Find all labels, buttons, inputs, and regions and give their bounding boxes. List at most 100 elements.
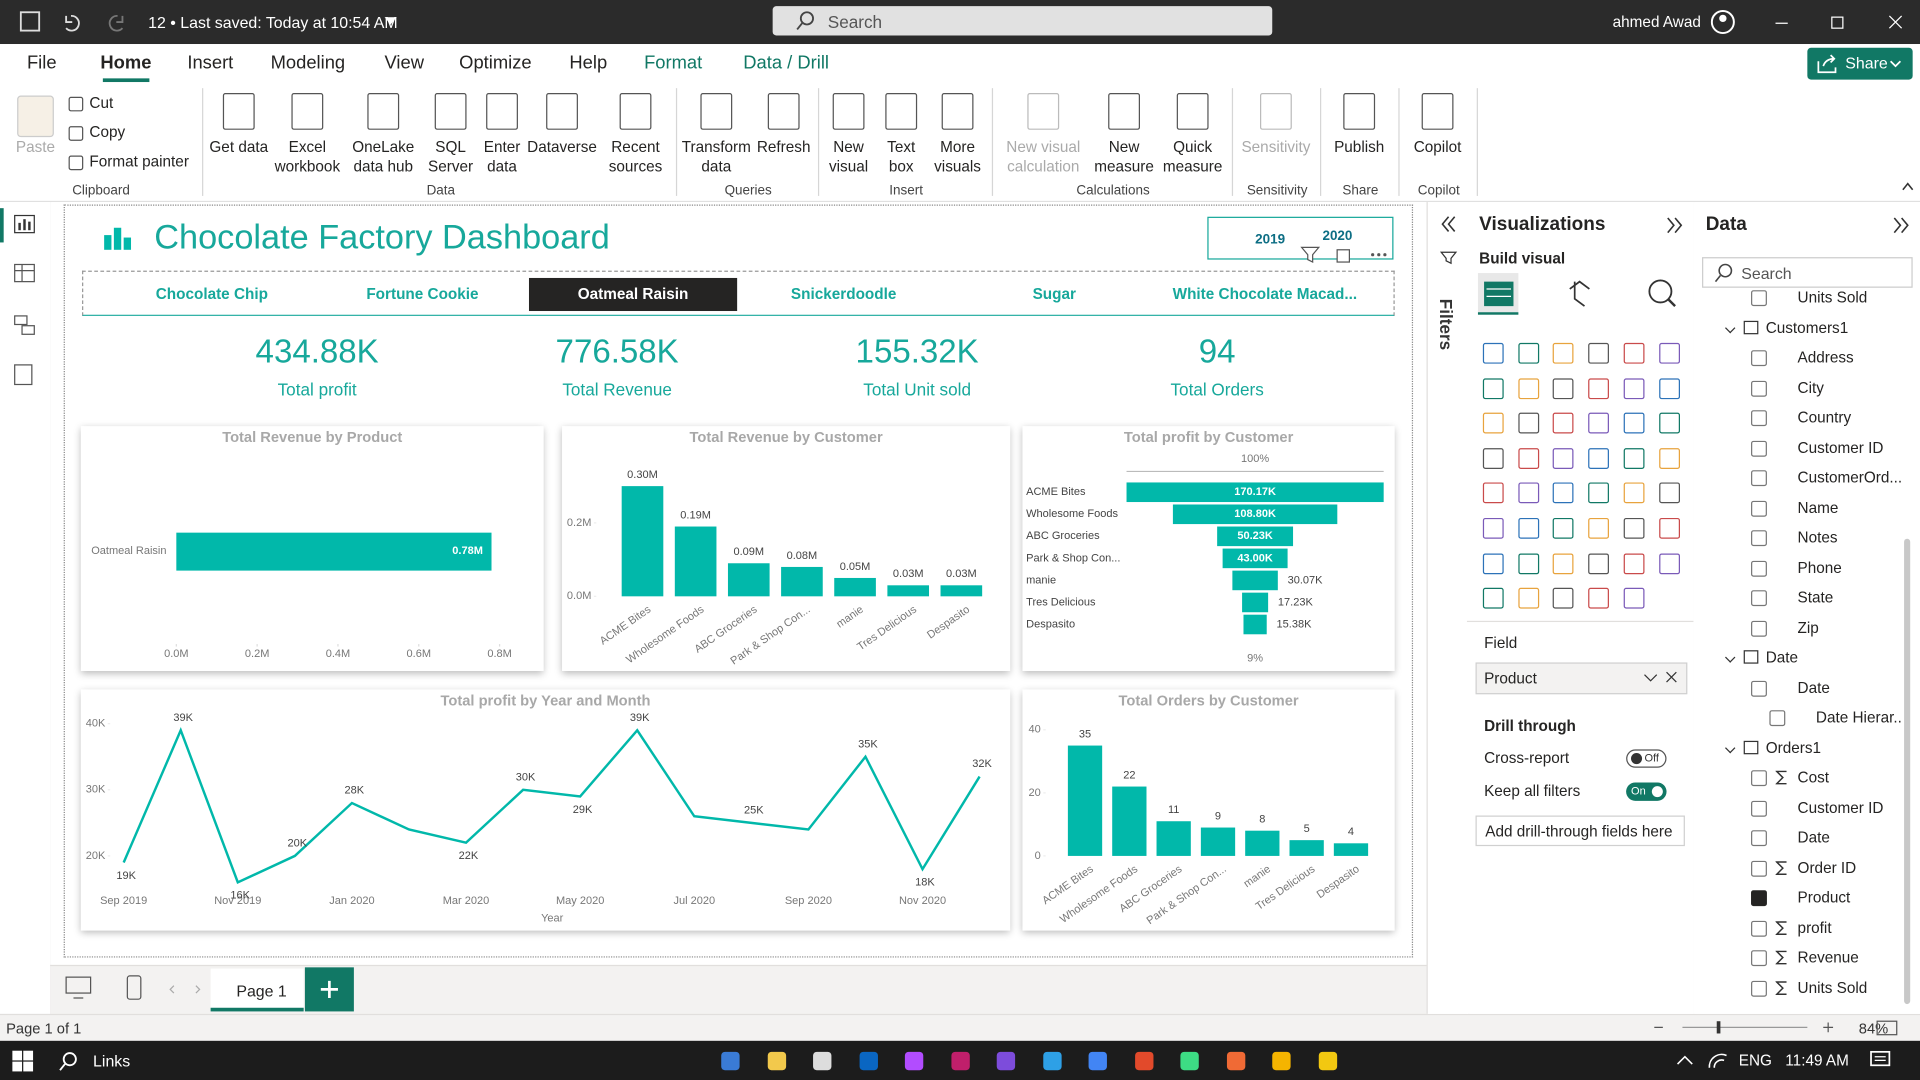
taskbar-app[interactable] <box>813 1051 832 1071</box>
ribbon-button[interactable]: Transform data <box>681 91 752 177</box>
field-checkbox[interactable] <box>1751 890 1767 907</box>
ribbon-button[interactable]: Excel workbook <box>272 91 343 177</box>
field-name[interactable]: Units Sold <box>1797 978 1868 997</box>
taskbar-app[interactable] <box>858 1051 878 1071</box>
field-name[interactable]: CustomerOrd... <box>1797 468 1902 487</box>
field-value[interactable]: Product <box>1484 669 1537 687</box>
product-tab[interactable]: Snickerdoodle <box>790 285 897 303</box>
notifications-icon[interactable] <box>1870 1050 1892 1071</box>
paste-button[interactable]: Paste <box>15 138 56 156</box>
field-checkbox[interactable] <box>1751 680 1767 697</box>
visual-type-icon[interactable] <box>1623 482 1645 504</box>
ribbon-button[interactable]: New measure <box>1092 91 1156 177</box>
field-checkbox[interactable] <box>1751 980 1767 997</box>
field-checkbox[interactable] <box>1751 950 1767 967</box>
ribbon-button[interactable]: Sensitivity <box>1237 91 1315 177</box>
visual-type-icon[interactable] <box>1658 377 1680 399</box>
field-checkbox[interactable] <box>1751 380 1767 397</box>
ribbon-tab[interactable]: View <box>384 52 424 74</box>
search-placeholder[interactable]: Search <box>827 12 883 32</box>
field-name[interactable]: Notes <box>1797 528 1838 547</box>
product-tab[interactable]: Sugar <box>1032 285 1076 303</box>
field-checkbox[interactable] <box>1751 470 1767 487</box>
visual-type-icon[interactable] <box>1553 342 1574 364</box>
product-tab[interactable]: White Chocolate Macad... <box>1172 285 1358 303</box>
visual-type-icon[interactable] <box>1588 517 1610 539</box>
visual-type-icon[interactable] <box>1623 342 1645 364</box>
button-label[interactable]: Quick measure <box>1162 138 1223 176</box>
drill-drop-label[interactable]: Add drill-through fields here <box>1485 822 1673 840</box>
visual-type-icon[interactable] <box>1482 552 1504 574</box>
button-label[interactable]: Excel workbook <box>274 138 341 176</box>
visual-type-icon[interactable] <box>1658 412 1680 434</box>
window-controls[interactable] <box>1710 9 1919 36</box>
taskbar-app[interactable] <box>1272 1051 1291 1071</box>
collapse-icon[interactable] <box>1665 217 1685 234</box>
visual-type-icon[interactable] <box>1658 552 1680 574</box>
page-nav-icons[interactable] <box>65 975 212 1004</box>
visual-type-icon[interactable] <box>1553 517 1574 539</box>
product-tab[interactable]: Oatmeal Raisin <box>528 277 738 312</box>
drill-drop-zone[interactable] <box>1475 815 1685 847</box>
field-checkbox[interactable] <box>1751 290 1767 307</box>
ribbon-button[interactable]: SQL Server <box>424 91 478 177</box>
field-name[interactable]: State <box>1797 588 1834 607</box>
visual-type-icon[interactable] <box>1623 587 1645 609</box>
field-checkbox[interactable] <box>1751 440 1767 457</box>
ribbon-button[interactable]: New visual <box>823 91 874 177</box>
visual-type-icon[interactable] <box>1517 447 1539 469</box>
build-tabs[interactable] <box>1482 277 1684 314</box>
visual-type-icon[interactable] <box>1588 587 1610 609</box>
field-name[interactable]: Revenue <box>1797 948 1859 967</box>
fit-page-icon[interactable] <box>1876 1020 1898 1036</box>
field-checkbox[interactable] <box>1751 530 1767 547</box>
visual-type-icon[interactable] <box>1553 377 1574 399</box>
button-label[interactable]: OneLake data hub <box>352 138 415 176</box>
taskbar-app[interactable] <box>1088 1051 1107 1071</box>
button-label[interactable]: New visual calculation <box>1006 138 1081 176</box>
field-checkbox[interactable] <box>1751 860 1767 877</box>
visual-type-icon[interactable] <box>1517 412 1539 434</box>
button-label[interactable]: Publish <box>1334 138 1385 156</box>
ribbon-button[interactable]: Dataverse <box>527 91 598 177</box>
field-checkbox[interactable] <box>1751 410 1767 427</box>
ribbon-tab[interactable]: Optimize <box>459 52 532 74</box>
button-label[interactable]: New visual <box>828 138 869 176</box>
field-name[interactable]: Country <box>1797 408 1852 427</box>
visual-type-icon[interactable] <box>1517 552 1539 574</box>
taskbar-app[interactable] <box>721 1051 740 1071</box>
collapse-icon[interactable] <box>1892 217 1912 234</box>
field-name[interactable]: Zip <box>1797 618 1819 637</box>
visual-type-icon[interactable] <box>1658 447 1680 469</box>
slicer-item[interactable]: 2020 <box>1322 228 1353 244</box>
field-well[interactable] <box>1475 662 1688 695</box>
field-name[interactable]: Date <box>1797 828 1830 847</box>
button-label[interactable]: Text box <box>887 138 916 176</box>
data-search-box[interactable] <box>1702 257 1913 288</box>
visual-type-icon[interactable] <box>1588 342 1610 364</box>
button-label[interactable]: Recent sources <box>608 138 663 176</box>
quick-access-icons[interactable] <box>19 11 142 33</box>
field-checkbox[interactable] <box>1751 830 1767 847</box>
ribbon-button[interactable]: Quick measure <box>1158 91 1227 177</box>
ribbon-tab[interactable]: Modeling <box>270 52 346 74</box>
field-checkbox[interactable] <box>1751 350 1767 367</box>
field-checkbox[interactable] <box>1751 560 1767 577</box>
field-checkbox[interactable] <box>1769 710 1786 727</box>
visual-type-icon[interactable] <box>1588 377 1610 399</box>
button-label[interactable]: Sensitivity <box>1241 138 1311 156</box>
button-label[interactable]: Refresh <box>756 138 811 156</box>
field-name[interactable]: Date Hierar... <box>1815 708 1902 727</box>
button-label[interactable]: New measure <box>1094 138 1154 176</box>
visual-type-icon[interactable] <box>1482 447 1504 469</box>
visual-type-icon[interactable] <box>1658 342 1680 364</box>
visual-type-icon[interactable] <box>1553 412 1574 434</box>
field-checkbox[interactable] <box>1751 770 1767 787</box>
clock[interactable]: 11:49 AM <box>1785 1051 1849 1069</box>
field-name[interactable]: Customer ID <box>1797 798 1884 817</box>
taskbar-app[interactable] <box>996 1051 1016 1071</box>
button-label[interactable]: Get data <box>209 138 269 156</box>
clipboard-button[interactable]: Cut <box>89 94 114 112</box>
field-name[interactable]: Order ID <box>1797 858 1857 877</box>
visual-type-icon[interactable] <box>1482 587 1504 609</box>
